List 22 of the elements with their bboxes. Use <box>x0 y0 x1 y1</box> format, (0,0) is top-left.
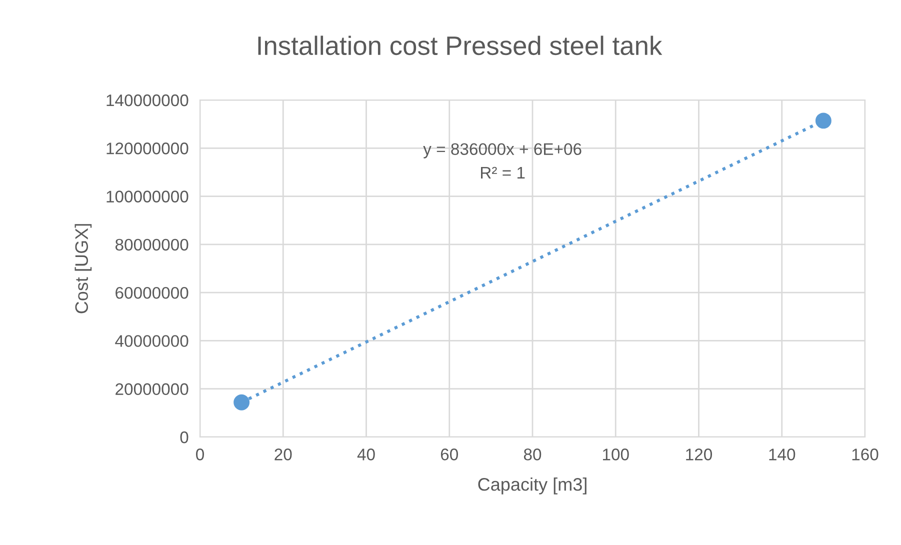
x-tick-label: 40 <box>357 448 375 460</box>
chart-title: Installation cost Pressed steel tank <box>258 36 662 56</box>
y-tick-label: 0 <box>180 431 188 444</box>
y-tick-label: 120000000 <box>106 142 188 154</box>
x-tick-label: 160 <box>852 448 878 460</box>
y-tick-label: 20000000 <box>116 383 188 396</box>
x-tick-label: 140 <box>769 448 796 460</box>
x-tick-label: 80 <box>524 448 542 460</box>
x-tick-label: 20 <box>274 448 292 460</box>
annotation: y = 836000x + 6E+06 <box>423 143 582 158</box>
x-tick-label: 100 <box>602 448 629 460</box>
x-tick-label: 60 <box>440 448 458 460</box>
y-tick-label: 80000000 <box>115 238 188 251</box>
x-tick-label: 120 <box>686 448 712 460</box>
y-tick-label: 40000000 <box>115 335 188 347</box>
x-tick-label: 0 <box>196 448 204 460</box>
y-tick-label: 100000000 <box>106 190 188 202</box>
x-axis-title: Capacity [m3] <box>478 478 586 494</box>
y-tick-label: 140000000 <box>106 94 188 106</box>
y-tick-label: 60000000 <box>116 286 188 299</box>
annotation: R² = 1 <box>481 166 525 178</box>
y-axis-title: Cost [UGX] <box>74 224 92 314</box>
